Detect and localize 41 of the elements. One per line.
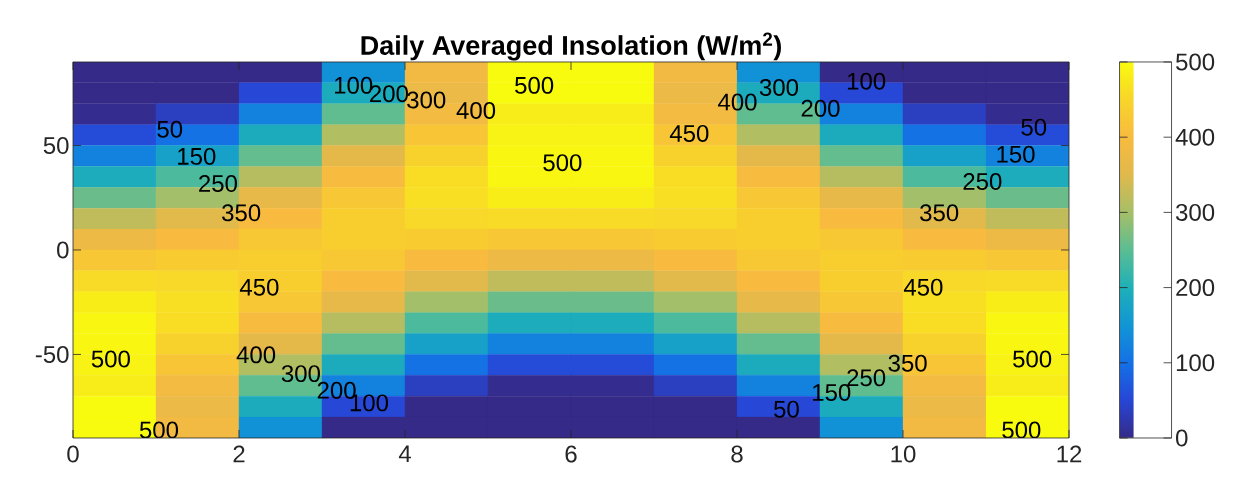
annotation: 50 <box>774 400 799 418</box>
annotation: 500 <box>91 350 130 368</box>
y-tick-label: 50 <box>43 137 69 155</box>
annotation: 500 <box>139 421 179 439</box>
x-tick-label: 8 <box>731 445 743 463</box>
annotation: 350 <box>888 354 927 372</box>
color-bar-label: 300 <box>1175 203 1215 221</box>
annotation: 400 <box>236 346 276 364</box>
x-tick-label: 2 <box>233 445 245 463</box>
annotation: 500 <box>515 76 554 94</box>
annotation: 300 <box>407 91 446 109</box>
y-tick-label: -50 <box>35 345 69 363</box>
annotation: 150 <box>178 147 216 165</box>
x-tick-label: 12 <box>1057 445 1082 463</box>
chart-title: Daily Averaged Insolation (W/m$^{2}$) <box>361 32 781 61</box>
color-bar-label: 0 <box>1176 429 1188 447</box>
annotation: 50 <box>157 120 183 138</box>
annotation: 300 <box>281 365 320 383</box>
annotation: 300 <box>759 78 799 96</box>
annotation: 500 <box>543 154 582 172</box>
x-tick-label: 10 <box>891 445 916 463</box>
annotation: 150 <box>997 145 1035 163</box>
color-bar-label: 100 <box>1176 354 1215 372</box>
x-tick-label: 6 <box>565 445 577 463</box>
annotation: 250 <box>963 172 1002 190</box>
annotation: 450 <box>903 278 943 296</box>
annotation: 400 <box>456 101 496 119</box>
y-tick-label: 0 <box>57 241 69 259</box>
annotation: 450 <box>669 124 709 142</box>
x-tick-label: 4 <box>398 445 411 463</box>
annotation: 500 <box>1013 350 1052 368</box>
annotation: 200 <box>801 99 840 117</box>
annotation: 500 <box>1002 421 1041 439</box>
color-bar-label: 500 <box>1176 53 1215 71</box>
annotation: 350 <box>222 204 261 222</box>
annotation: 450 <box>239 278 279 296</box>
annotation: 350 <box>920 204 959 222</box>
annotation: 250 <box>199 175 237 193</box>
color-bar-label: 200 <box>1176 279 1215 297</box>
annotation: 50 <box>1021 118 1047 136</box>
color-bar-label: 400 <box>1175 128 1215 146</box>
